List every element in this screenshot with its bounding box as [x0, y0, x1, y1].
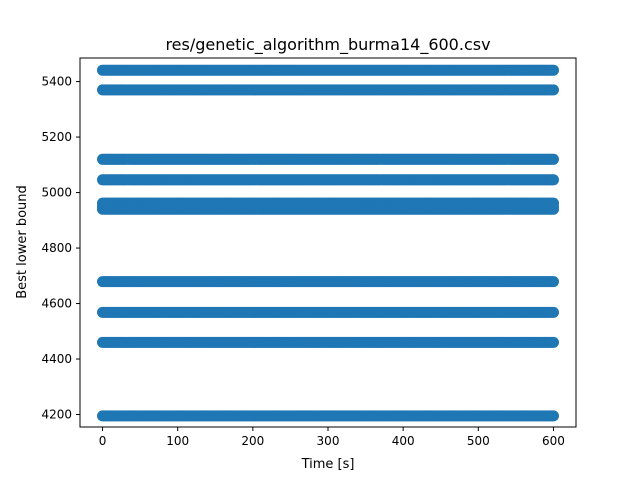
- data-point: [548, 197, 559, 209]
- x-tick-label: 300: [317, 434, 340, 448]
- x-tick-label: 400: [392, 434, 415, 448]
- y-tick-label: 4200: [41, 408, 72, 422]
- y-tick-label: 5000: [41, 186, 72, 200]
- y-tick-label: 4400: [41, 352, 72, 366]
- y-tick-label: 5400: [41, 75, 72, 89]
- x-tick-label: 600: [542, 434, 565, 448]
- y-axis-label: Best lower bound: [15, 185, 30, 299]
- data-point: [548, 410, 559, 422]
- y-tick-label: 4800: [41, 241, 72, 255]
- x-axis: 0 100 200 300 400 500 600: [99, 427, 565, 448]
- data-point: [548, 336, 559, 348]
- data-point: [548, 64, 559, 76]
- data-point: [548, 174, 559, 186]
- x-tick-label: 0: [99, 434, 107, 448]
- x-tick-label: 200: [241, 434, 264, 448]
- x-tick-label: 500: [467, 434, 490, 448]
- chart-title: res/genetic_algorithm_burma14_600.csv: [165, 35, 490, 55]
- data-point: [548, 276, 559, 288]
- data-point: [548, 84, 559, 96]
- y-axis: 4200 4400 4600 4800 5000 5200 5400: [41, 75, 80, 422]
- x-axis-label: Time [s]: [301, 457, 355, 472]
- x-tick-label: 100: [166, 434, 189, 448]
- points-layer: [97, 64, 559, 422]
- y-tick-label: 5200: [41, 130, 72, 144]
- data-point: [548, 306, 559, 318]
- y-tick-label: 4600: [41, 297, 72, 311]
- data-point: [548, 153, 559, 165]
